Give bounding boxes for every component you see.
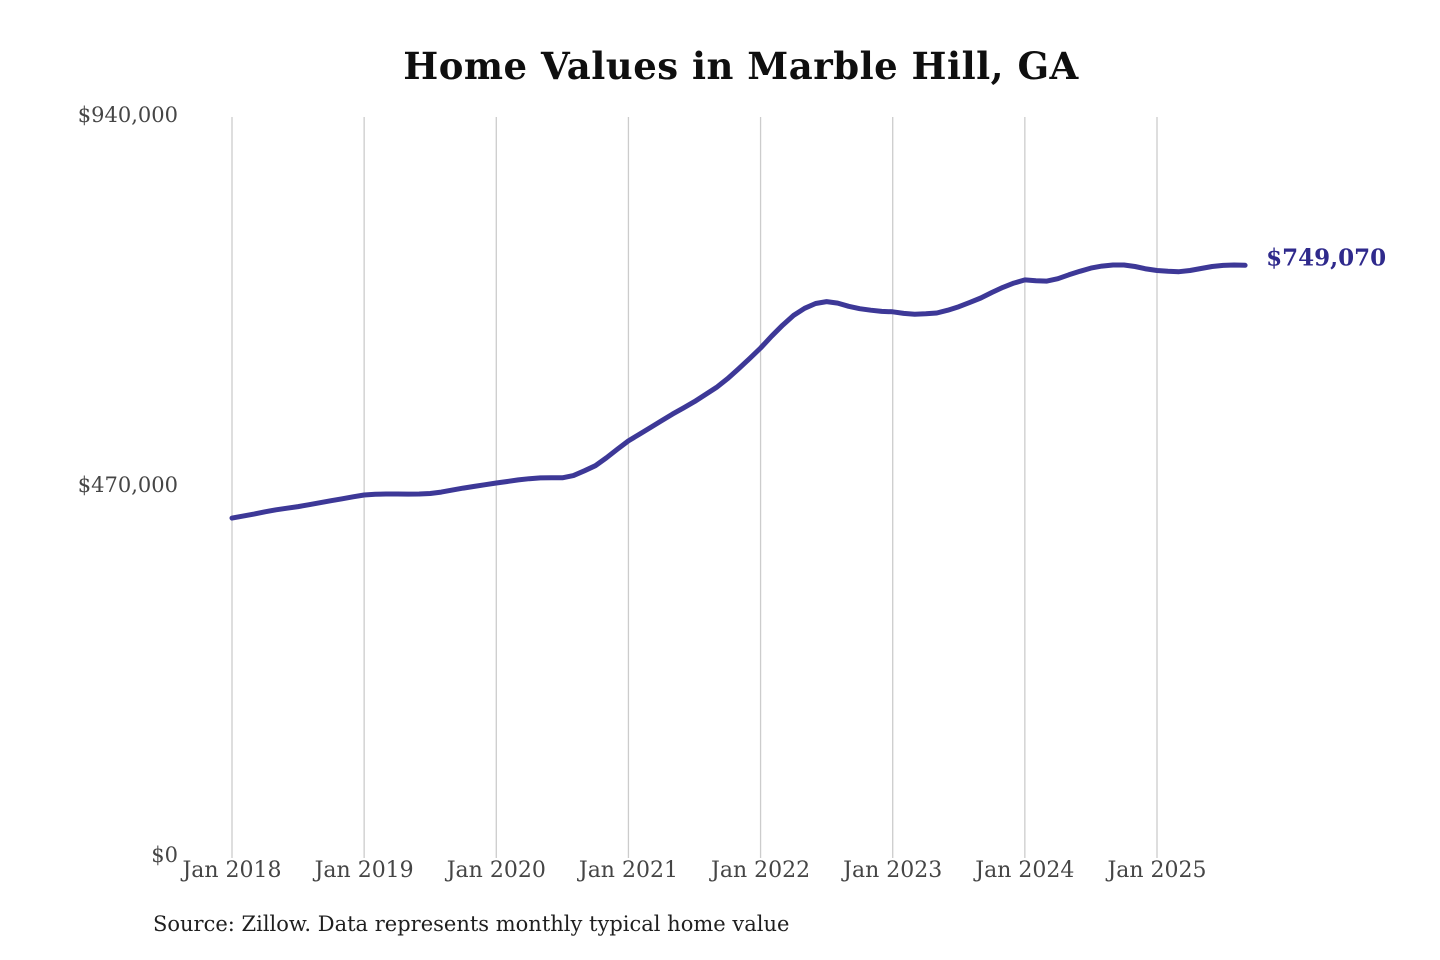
y-tick-label: $470,000 xyxy=(78,473,178,497)
x-tick-label: Jan 2021 xyxy=(577,858,678,883)
home-value-series-line xyxy=(229,262,1248,521)
x-tick-label: Jan 2019 xyxy=(313,858,414,883)
x-tick-label: Jan 2024 xyxy=(973,858,1074,883)
x-tick-label: Jan 2020 xyxy=(445,858,546,883)
x-tick-label: Jan 2018 xyxy=(180,858,281,883)
end-value-label: $749,070 xyxy=(1266,244,1387,272)
chart-title: Home Values in Marble Hill, GA xyxy=(403,44,1079,88)
x-tick-label: Jan 2025 xyxy=(1105,858,1206,883)
y-tick-label: $940,000 xyxy=(78,103,178,127)
x-tick-label: Jan 2022 xyxy=(709,858,810,883)
y-tick-label: $0 xyxy=(151,843,178,867)
source-note: Source: Zillow. Data represents monthly … xyxy=(153,912,790,936)
x-tick-label: Jan 2023 xyxy=(841,858,942,883)
